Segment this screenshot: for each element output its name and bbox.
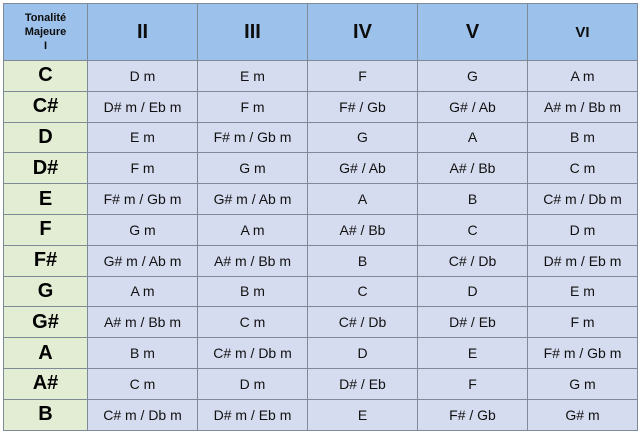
- chord-cell-iii: D m: [197, 367, 308, 400]
- chord-cell-ii: A# m / Bb m: [87, 306, 198, 339]
- chord-cell-iii: A# m / Bb m: [197, 244, 308, 277]
- chord-cell-iv: G: [307, 121, 418, 154]
- key-cell: E: [3, 183, 88, 215]
- key-cell: D#: [3, 152, 88, 185]
- key-cell: G#: [3, 306, 88, 339]
- chord-cell-iv: C# / Db: [307, 306, 418, 339]
- chord-cell-v: C: [417, 213, 528, 246]
- chord-cell-ii: B m: [87, 337, 198, 369]
- key-cell: D: [3, 121, 88, 154]
- chord-cell-iv: A# / Bb: [307, 213, 418, 246]
- chord-cell-v: F: [417, 367, 528, 400]
- chord-cell-vi: E m: [527, 275, 638, 308]
- chord-cell-vi: D m: [527, 213, 638, 246]
- chord-cell-iv: D# / Eb: [307, 367, 418, 400]
- chord-cell-ii: D m: [87, 60, 198, 92]
- chord-cell-v: F# / Gb: [417, 398, 528, 431]
- header-row: Tonalité Majeure I II III IV V VI: [3, 3, 638, 61]
- degree-header-vi: VI: [527, 3, 638, 61]
- chord-cell-v: D: [417, 275, 528, 308]
- key-cell: F: [3, 213, 88, 246]
- degree-header-ii: II: [87, 3, 198, 61]
- chord-cell-vi: F m: [527, 306, 638, 339]
- chord-cell-iv: A: [307, 183, 418, 215]
- chord-cell-iii: C m: [197, 306, 308, 339]
- chord-cell-vi: B m: [527, 121, 638, 154]
- key-cell: G: [3, 275, 88, 308]
- key-cell: A#: [3, 367, 88, 400]
- chord-cell-vi: G m: [527, 367, 638, 400]
- table-row: B C# m / Db m D# m / Eb m E F# / Gb G# m: [3, 398, 638, 431]
- chord-cell-iii: D# m / Eb m: [197, 398, 308, 431]
- chord-cell-ii: D# m / Eb m: [87, 90, 198, 123]
- key-cell: F#: [3, 244, 88, 277]
- chord-cell-ii: F# m / Gb m: [87, 183, 198, 215]
- table-row: F# G# m / Ab m A# m / Bb m B C# / Db D# m / E…: [3, 244, 638, 277]
- chord-cell-v: A: [417, 121, 528, 154]
- chord-cell-iii: A m: [197, 213, 308, 246]
- chord-cell-iv: G# / Ab: [307, 152, 418, 185]
- chord-cell-iv: C: [307, 275, 418, 308]
- chord-cell-vi: C# m / Db m: [527, 183, 638, 215]
- chord-cell-ii: A m: [87, 275, 198, 308]
- chord-cell-iii: C# m / Db m: [197, 337, 308, 369]
- chord-cell-vi: C m: [527, 152, 638, 185]
- chord-cell-iii: G m: [197, 152, 308, 185]
- chord-cell-iii: E m: [197, 60, 308, 92]
- corner-line-degree-one: I: [43, 40, 48, 52]
- degree-header-iii: III: [197, 3, 308, 61]
- chord-cell-vi: A# m / Bb m: [527, 90, 638, 123]
- chord-cell-iii: G# m / Ab m: [197, 183, 308, 215]
- chord-cell-vi: A m: [527, 60, 638, 92]
- chord-cell-ii: E m: [87, 121, 198, 154]
- chord-cell-ii: G# m / Ab m: [87, 244, 198, 277]
- chord-cell-v: B: [417, 183, 528, 215]
- key-cell: B: [3, 398, 88, 431]
- chord-cell-iv: F: [307, 60, 418, 92]
- chord-cell-v: D# / Eb: [417, 306, 528, 339]
- chord-cell-vi: D# m / Eb m: [527, 244, 638, 277]
- chord-cell-ii: F m: [87, 152, 198, 185]
- corner-header: Tonalité Majeure I: [3, 3, 88, 61]
- key-cell: C#: [3, 90, 88, 123]
- corner-line-majeure: Majeure: [24, 26, 67, 38]
- chord-cell-ii: C m: [87, 367, 198, 400]
- degree-header-v: V: [417, 3, 528, 61]
- chord-cell-v: G: [417, 60, 528, 92]
- chord-cell-iv: D: [307, 337, 418, 369]
- key-cell: A: [3, 337, 88, 369]
- chord-cell-iv: F# / Gb: [307, 90, 418, 123]
- table-row: E F# m / Gb m G# m / Ab m A B C# m / Db m: [3, 183, 638, 215]
- key-cell: C: [3, 60, 88, 92]
- chord-cell-iii: F m: [197, 90, 308, 123]
- corner-line-tonalite: Tonalité: [24, 12, 67, 24]
- chord-cell-v: C# / Db: [417, 244, 528, 277]
- chord-cell-ii: G m: [87, 213, 198, 246]
- chord-cell-v: E: [417, 337, 528, 369]
- chord-cell-vi: G# m: [527, 398, 638, 431]
- chord-cell-iii: F# m / Gb m: [197, 121, 308, 154]
- chord-cell-v: A# / Bb: [417, 152, 528, 185]
- degree-header-iv: IV: [307, 3, 418, 61]
- chord-cell-ii: C# m / Db m: [87, 398, 198, 431]
- chord-cell-iv: B: [307, 244, 418, 277]
- chord-cell-iii: B m: [197, 275, 308, 308]
- chord-cell-vi: F# m / Gb m: [527, 337, 638, 369]
- chord-cell-iv: E: [307, 398, 418, 431]
- chord-cell-v: G# / Ab: [417, 90, 528, 123]
